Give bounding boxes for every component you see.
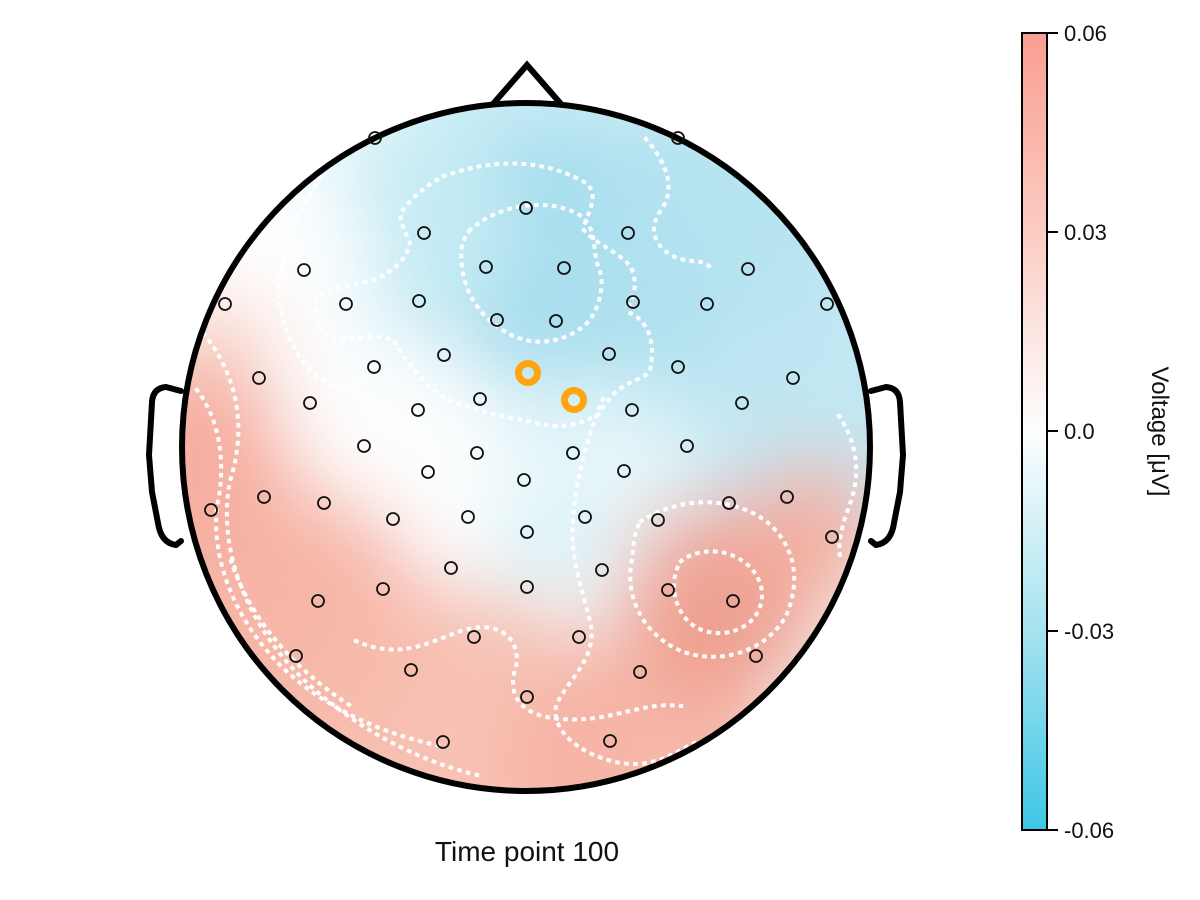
electrode-marker (633, 665, 647, 679)
electrode-marker (317, 496, 331, 510)
contour-line (277, 138, 369, 390)
electrode-marker (444, 561, 458, 575)
electrode-marker (671, 360, 685, 374)
highlighted-electrode-marker (561, 387, 587, 413)
electrode-marker (726, 594, 740, 608)
field-blob (302, 588, 622, 791)
electrode-marker (339, 297, 353, 311)
electrode-marker (519, 201, 533, 215)
electrode-marker (289, 649, 303, 663)
contour-line (313, 161, 654, 428)
colorbar-tick-label: -0.03 (1064, 619, 1114, 644)
electrode-marker (479, 260, 493, 274)
electrode-marker (252, 371, 266, 385)
electrode-marker (549, 314, 563, 328)
electrode-marker (661, 583, 675, 597)
electrode-marker (741, 262, 755, 276)
contour-line (353, 625, 684, 722)
electrode-marker (722, 496, 736, 510)
electrode-marker (572, 630, 586, 644)
electrode-marker (368, 131, 382, 145)
electrode-marker (603, 734, 617, 748)
right-ear-outline (868, 384, 906, 548)
field-blob (672, 280, 870, 560)
field-blob (540, 390, 700, 550)
electrode-marker (520, 580, 534, 594)
electrode-marker (517, 473, 531, 487)
contour-line (672, 549, 764, 636)
electrode-marker (700, 297, 714, 311)
colorbar-tick-label: 0.0 (1064, 419, 1095, 444)
electrode-marker (680, 439, 694, 453)
electrode-marker (602, 347, 616, 361)
electrode-marker (421, 465, 435, 479)
electrode-marker (595, 563, 609, 577)
contour-line (553, 396, 704, 766)
electrode-marker (651, 513, 665, 527)
colorbar-axis-label: Voltage [μV] (1146, 367, 1173, 497)
electrode-marker (820, 297, 834, 311)
electrode-marker (411, 403, 425, 417)
electrode-marker (467, 630, 481, 644)
electrode-marker (625, 403, 639, 417)
nose-outline (490, 60, 564, 106)
electrode-marker (461, 510, 475, 524)
contour-line (643, 136, 715, 273)
electrode-marker (671, 131, 685, 145)
electrode-marker (257, 490, 271, 504)
contour-line (836, 413, 859, 564)
electrode-marker (473, 392, 487, 406)
electrode-marker (621, 226, 635, 240)
contour-line (628, 500, 797, 659)
electrode-marker (412, 294, 426, 308)
colorbar: 0.06 0.03 0.0 -0.03 -0.06 Voltage [μV] (1021, 21, 1173, 843)
electrode-marker (367, 360, 381, 374)
electrode-marker (311, 594, 325, 608)
colorbar-gradient-bar (1021, 32, 1048, 831)
electrode-marker (566, 446, 580, 460)
left-ear-outline (146, 384, 184, 548)
colorbar-ticks: 0.06 0.03 0.0 -0.03 -0.06 (1047, 21, 1114, 843)
highlighted-electrode-marker (515, 360, 541, 386)
electrode-markers (204, 131, 839, 749)
electrode-marker (490, 313, 504, 327)
electrode-marker (376, 582, 390, 596)
electrode-marker (780, 490, 794, 504)
electrode-marker (404, 663, 418, 677)
electrode-marker (297, 263, 311, 277)
electrode-marker (303, 396, 317, 410)
electrode-marker (749, 649, 763, 663)
electrode-marker (470, 446, 484, 460)
electrode-marker (520, 525, 534, 539)
highlighted-electrodes (515, 360, 587, 413)
electrode-marker (417, 226, 431, 240)
electrode-marker (520, 690, 534, 704)
electrode-marker (617, 464, 631, 478)
contour-lines (194, 136, 859, 779)
electrode-marker (386, 512, 400, 526)
electrode-marker (578, 510, 592, 524)
electrode-marker (557, 261, 571, 275)
colorbar-tick-label: -0.06 (1064, 818, 1114, 843)
electrode-marker (735, 396, 749, 410)
electrode-marker (204, 503, 218, 517)
voltage-field (182, 103, 870, 791)
head-group (146, 60, 906, 794)
electrode-marker (437, 348, 451, 362)
electrode-marker (825, 530, 839, 544)
electrode-marker (436, 735, 450, 749)
electrode-marker (786, 371, 800, 385)
colorbar-tick-label: 0.03 (1064, 220, 1107, 245)
head-outline (179, 100, 873, 794)
colorbar-tick-label: 0.06 (1064, 21, 1107, 46)
electrode-marker (626, 295, 640, 309)
electrode-marker (218, 297, 232, 311)
electrode-marker (357, 439, 371, 453)
figure-title: Time point 100 (435, 836, 619, 867)
